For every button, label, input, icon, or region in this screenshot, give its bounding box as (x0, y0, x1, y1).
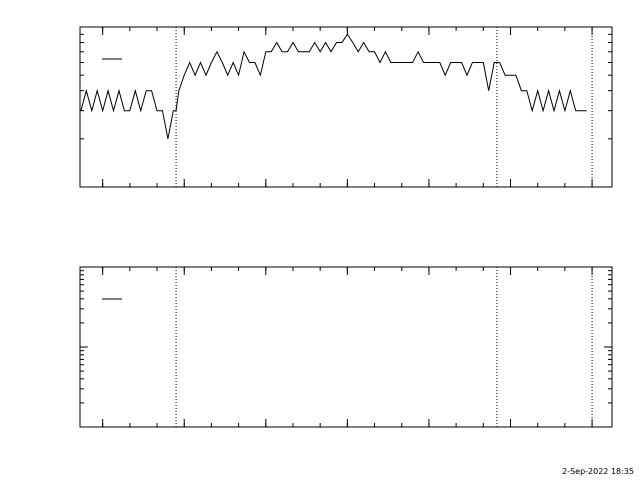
panel-hi (79, 266, 613, 428)
panel-lo (79, 26, 613, 188)
footer-timestamp: 2-Sep-2022 18:35 (562, 467, 634, 476)
plot-frame (79, 266, 613, 428)
series-line-channel-lo (80, 33, 587, 139)
plot-frame (79, 26, 613, 188)
